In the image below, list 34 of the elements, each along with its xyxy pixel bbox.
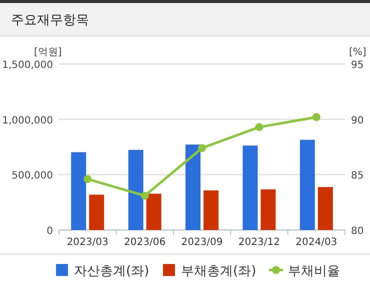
y2-tick-label: 90 (351, 115, 364, 126)
point (255, 123, 264, 132)
bar (128, 150, 144, 230)
y-tick-label: 1,500,000 (2, 60, 53, 71)
point (198, 144, 206, 152)
x-tick-label: 2023/09 (181, 237, 223, 248)
bar (89, 194, 104, 230)
y-axis-title: [억원] (34, 47, 62, 58)
y2-tick-label: 80 (351, 226, 364, 237)
x-tick-label: 2024/03 (296, 237, 338, 248)
point (140, 192, 149, 200)
legend-label: 자산총계(좌) (74, 264, 150, 279)
y2-tick-label: 95 (351, 60, 364, 71)
y2-tick-label: 85 (351, 170, 364, 182)
point (312, 113, 320, 122)
chart-title: 주요재무항목 (11, 13, 89, 28)
bar (260, 189, 276, 230)
bar (186, 144, 200, 230)
bar (242, 146, 258, 230)
bar (146, 194, 162, 230)
bar (204, 190, 218, 230)
x-tick-label: 2023/12 (238, 237, 280, 248)
legend-label: 부채총계(좌) (181, 264, 256, 279)
bar (300, 140, 315, 230)
y-tick-label: 0 (46, 226, 53, 237)
bar (71, 152, 86, 230)
y2-axis-title: [%] (349, 47, 366, 58)
y-tick-label: 500,000 (12, 170, 53, 182)
y-tick-label: 1,000,000 (2, 115, 53, 126)
legend-label: 부채비율 (288, 264, 340, 279)
x-tick-label: 2023/03 (66, 237, 108, 248)
bar (318, 187, 333, 230)
x-tick-label: 2023/06 (124, 237, 166, 248)
point (84, 175, 92, 184)
